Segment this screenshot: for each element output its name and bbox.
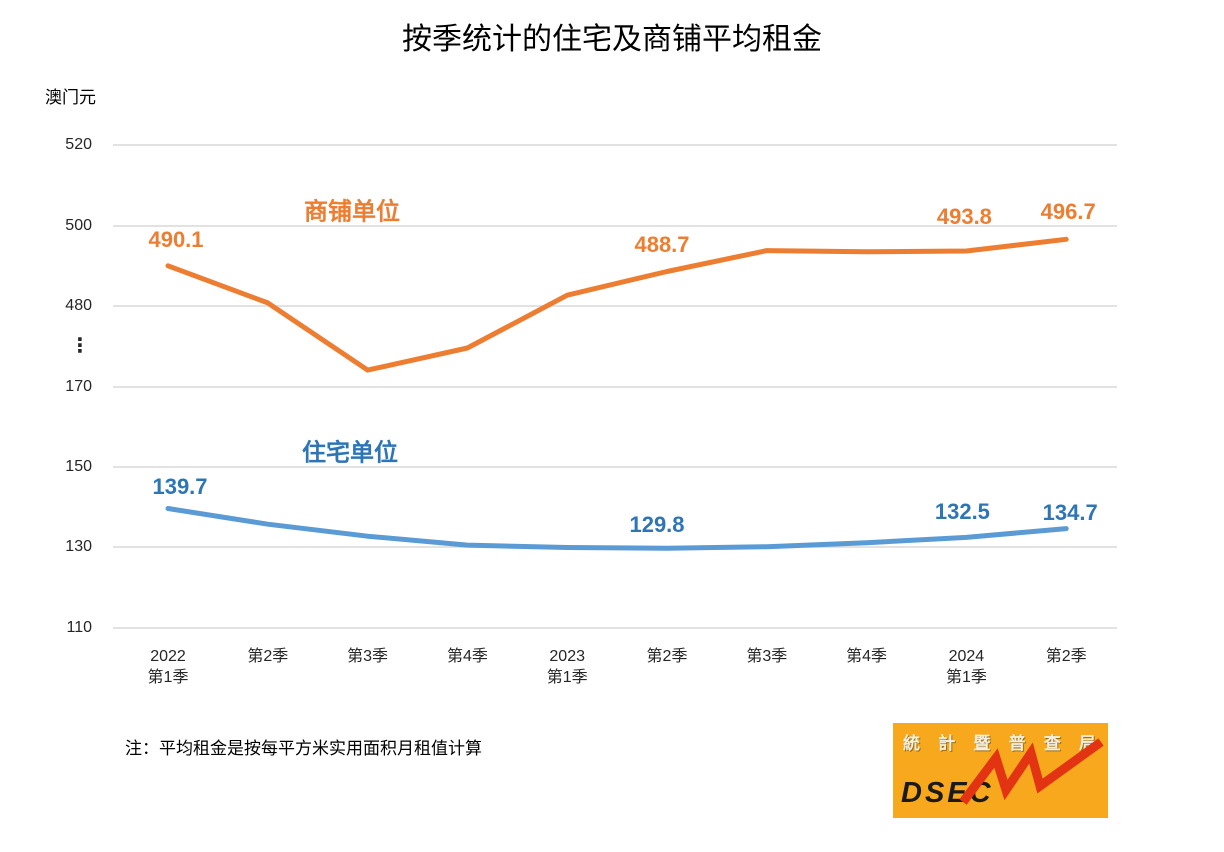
legend-residential-units: 住宅单位 (302, 439, 398, 467)
x-category-label: 第4季 (412, 646, 522, 667)
x-category-line: 第4季 (846, 648, 888, 665)
legend-shop-units: 商铺单位 (304, 198, 400, 226)
logo-char: 統 (903, 734, 920, 753)
y-tick-label: 500 (65, 217, 92, 234)
x-category-line: 第3季 (746, 648, 788, 665)
y-tick-label: 150 (65, 458, 92, 475)
logo-char: 暨 (973, 734, 991, 753)
logo-char: 計 (938, 734, 956, 753)
data-label: 134.7 (1042, 499, 1098, 525)
y-tick-label: 520 (65, 136, 92, 153)
logo-agency-name: 統計暨普查局 (903, 729, 1096, 754)
logo-zigzag-icon (959, 738, 1104, 805)
x-category-line: 第3季 (347, 648, 389, 665)
x-category-line: 2022 (150, 648, 186, 665)
x-category-line: 第4季 (446, 648, 488, 665)
x-category-label: 第2季 (1011, 646, 1121, 667)
data-label: 132.5 (934, 499, 990, 525)
x-category-line: 第1季 (945, 669, 987, 686)
x-category-line: 第1季 (147, 669, 189, 686)
x-category-label: 2022 第1季 (113, 646, 223, 688)
y-tick-label: 110 (66, 619, 92, 636)
y-tick-label: 130 (65, 538, 92, 555)
x-category-line: 2023 (549, 648, 585, 665)
x-category-line: 第2季 (1045, 648, 1087, 665)
dsec-logo: 統計暨普查局 DSEC (893, 723, 1108, 818)
series-line-0 (165, 236, 1069, 373)
x-category-label: 第3季 (712, 646, 822, 667)
data-label: 488.7 (634, 232, 690, 258)
x-category-line: 第1季 (546, 669, 588, 686)
data-label: 129.8 (629, 512, 685, 538)
x-category-label: 第2季 (612, 646, 722, 667)
logo-char: 普 (1008, 734, 1026, 753)
footnote: 注：平均租金是按每平方米实用面积月租值计算 (125, 739, 482, 758)
x-category-line: 2024 (948, 648, 985, 665)
series-line-1 (165, 506, 1069, 551)
chart-title: 按季统计的住宅及商铺平均租金 (402, 23, 822, 56)
x-category-label: 2023 第1季 (512, 646, 622, 688)
x-category-label: 第3季 (313, 646, 423, 667)
data-label: 139.7 (152, 474, 208, 500)
data-label: 493.8 (936, 203, 992, 229)
data-label: 496.7 (1040, 199, 1096, 225)
logo-char: 查 (1043, 734, 1061, 753)
y-tick-label: 170 (65, 378, 92, 395)
y-axis-break-marker: ⋮ (70, 334, 90, 357)
x-category-line: 第2季 (646, 648, 688, 665)
x-category-label: 2024 第1季 (911, 646, 1021, 688)
x-category-label: 第4季 (812, 646, 922, 667)
data-label: 490.1 (148, 226, 204, 252)
y-tick-label: 480 (65, 297, 92, 314)
x-category-label: 第2季 (213, 646, 323, 667)
y-axis-unit-label: 澳门元 (45, 88, 96, 107)
x-category-line: 第2季 (247, 648, 289, 665)
